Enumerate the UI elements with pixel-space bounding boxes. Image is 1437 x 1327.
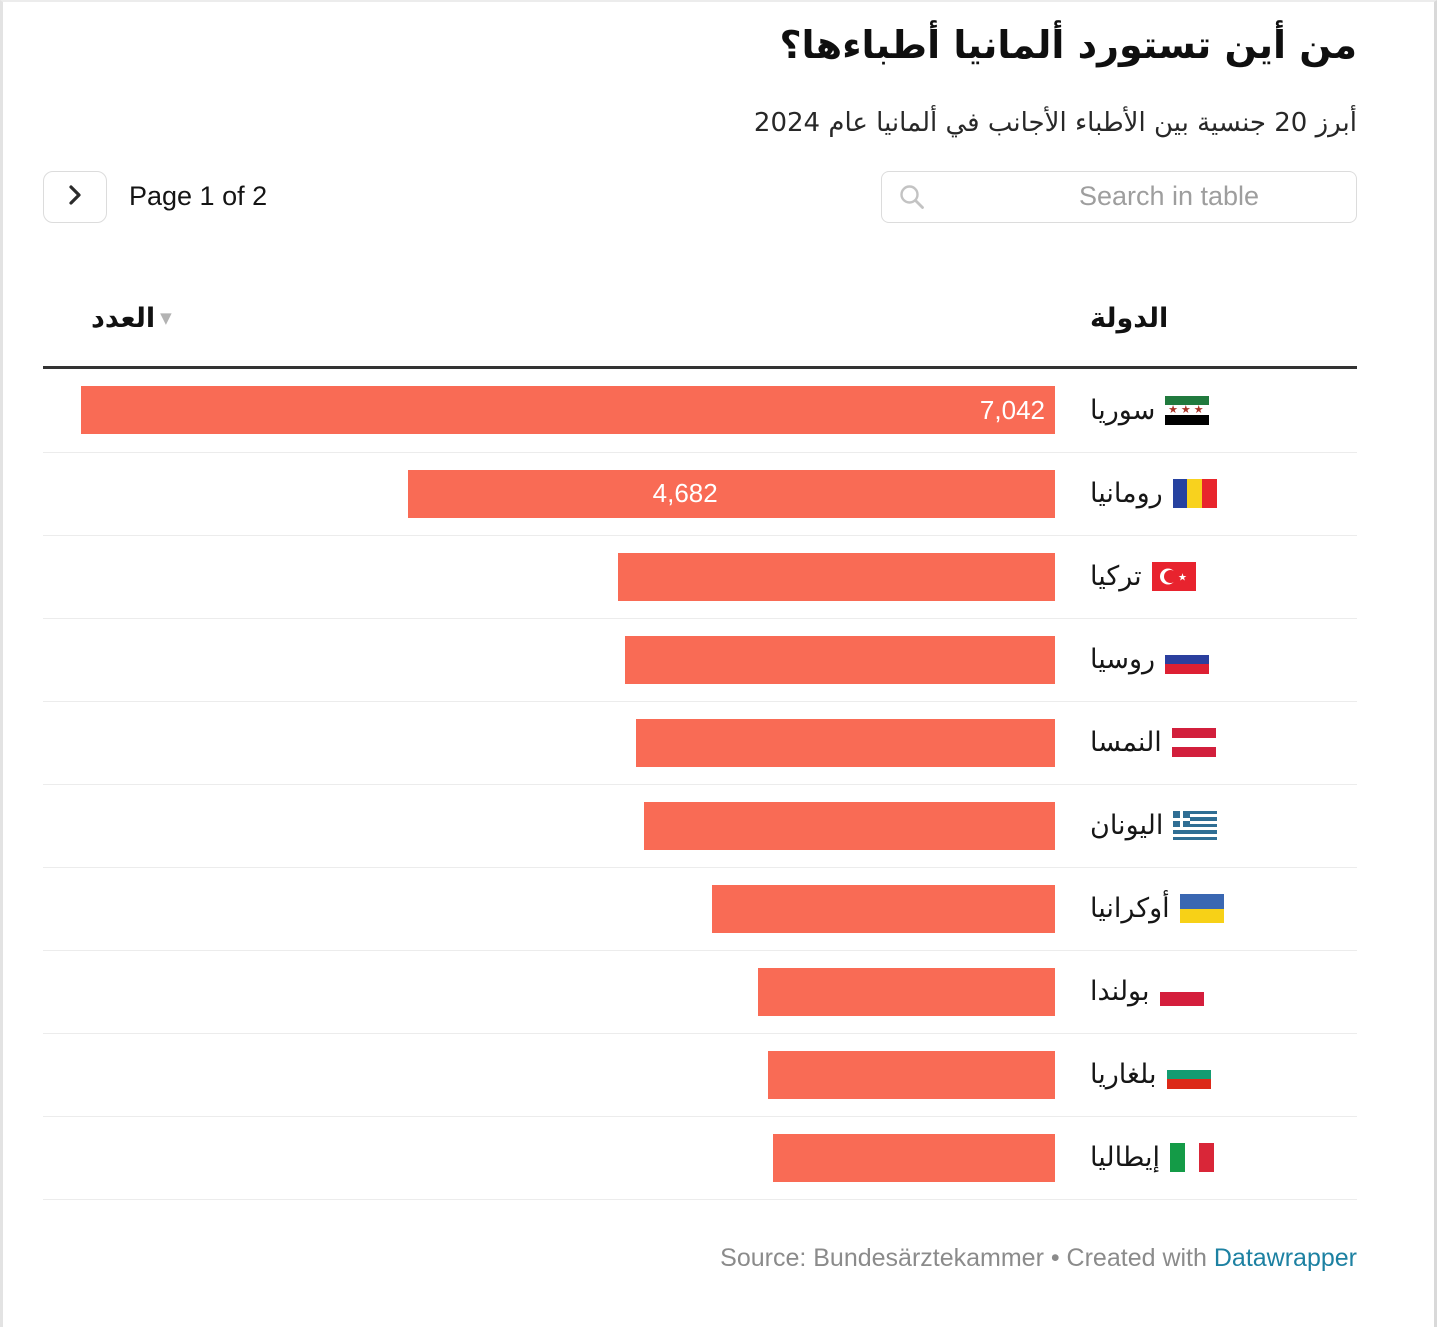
bar-value-label: 7,042 [979, 394, 1045, 425]
value-bar [757, 967, 1055, 1016]
value-bar [636, 718, 1055, 767]
country-name: سوريا [1090, 394, 1156, 426]
datawrapper-table: من أين تستورد ألمانيا أطباءها؟ أبرز 20 ج… [3, 22, 1434, 1273]
next-page-button[interactable] [43, 170, 107, 223]
country-name: روسيا [1090, 644, 1156, 675]
country-name: تركيا [1090, 561, 1142, 592]
datawrapper-link[interactable]: Datawrapper [1213, 1243, 1357, 1272]
table-row: 4,682 رومانيا [43, 451, 1357, 535]
pagination: Page 1 of 2 [43, 170, 268, 223]
value-bar [81, 386, 1055, 434]
country-name: اليونان [1090, 810, 1164, 841]
sort-desc-icon: ▼ [160, 309, 172, 327]
table-search [881, 170, 1357, 223]
value-bar [625, 635, 1055, 684]
flag-turkey: ★ [1151, 562, 1196, 591]
flag-poland [1159, 977, 1204, 1006]
flag-austria [1171, 728, 1216, 757]
value-bar [712, 884, 1055, 933]
value-bar [408, 469, 1055, 518]
country-name: بلغاريا [1090, 1059, 1157, 1090]
table-controls: Page 1 of 2 [43, 170, 1357, 223]
table-row: بلغاريا [43, 1032, 1357, 1116]
search-input[interactable] [881, 170, 1357, 223]
page-subtitle: أبرز 20 جنسية بين الأطباء الأجانب في ألم… [753, 107, 1357, 138]
country-name: النمسا [1090, 727, 1162, 758]
flag-romania [1172, 479, 1217, 508]
bar-value-label: 4,682 [652, 478, 718, 508]
flag-ukraine [1179, 894, 1224, 923]
country-name: إيطاليا [1090, 1142, 1160, 1173]
table-row: روسيا [43, 617, 1357, 701]
table-row: إيطاليا [43, 1115, 1357, 1199]
footer: Source: Bundesärztekammer • Created with… [43, 1244, 1357, 1273]
flag-russia [1165, 645, 1210, 674]
source-text: Source: Bundesärztekammer • Created with [720, 1243, 1207, 1272]
country-name: بولندا [1090, 976, 1150, 1007]
column-header-value[interactable]: ▼ العدد [91, 302, 172, 334]
svg-text:★: ★ [1178, 573, 1187, 584]
chevron-right-icon [62, 182, 88, 211]
value-bar [643, 801, 1055, 850]
country-name: أوكرانيا [1090, 893, 1170, 924]
table-row: أوكرانيا [43, 866, 1357, 950]
table-row: اليونان [43, 783, 1357, 867]
value-bar [772, 1133, 1055, 1182]
table-row: النمسا [43, 700, 1357, 784]
table-row: تركيا ★ [43, 534, 1357, 618]
flag-italy [1170, 1143, 1214, 1172]
table-row: بولندا [43, 949, 1357, 1033]
search-icon [898, 183, 926, 216]
country-name: رومانيا [1090, 478, 1163, 509]
value-bar [767, 1050, 1055, 1099]
table-header: ▼ العدد الدولة [43, 287, 1357, 369]
column-header-country[interactable]: الدولة [1090, 302, 1169, 334]
flag-greece [1173, 811, 1218, 840]
page-indicator: Page 1 of 2 [129, 181, 268, 211]
table-body: 7,042 سوريا ★★★ 4,682 رومانيا تركيا ★ روسيا النم… [43, 369, 1357, 1200]
table-row: 7,042 سوريا ★★★ [43, 369, 1357, 452]
flag-bulgaria [1166, 1060, 1211, 1089]
value-bar [617, 552, 1055, 601]
flag-syria: ★★★ [1165, 395, 1210, 425]
page-title: من أين تستورد ألمانيا أطباءها؟ [779, 23, 1357, 67]
